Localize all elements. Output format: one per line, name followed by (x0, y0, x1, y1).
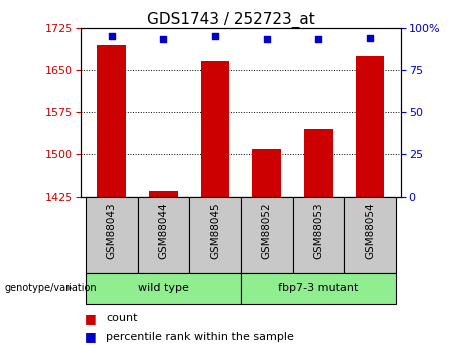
Text: GSM88045: GSM88045 (210, 203, 220, 259)
Text: GSM88054: GSM88054 (365, 203, 375, 259)
Text: GSM88044: GSM88044 (159, 203, 168, 259)
Text: percentile rank within the sample: percentile rank within the sample (106, 332, 294, 342)
Text: ■: ■ (85, 312, 101, 325)
Text: GSM88053: GSM88053 (313, 203, 323, 259)
Text: genotype/variation: genotype/variation (5, 283, 97, 293)
Point (160, 37, 167, 42)
Text: GSM88052: GSM88052 (262, 203, 272, 259)
Bar (189, 197, 241, 273)
Text: GDS1743 / 252723_at: GDS1743 / 252723_at (147, 12, 314, 28)
Bar (86, 197, 137, 273)
Point (366, 35, 374, 40)
Bar (304, 129, 332, 197)
Bar (253, 149, 281, 197)
Text: fbp7-3 mutant: fbp7-3 mutant (278, 283, 359, 293)
Point (108, 33, 115, 39)
Bar (149, 191, 177, 197)
Bar (344, 197, 396, 273)
Bar (356, 56, 384, 197)
Bar (86, 273, 241, 304)
Text: wild type: wild type (138, 283, 189, 293)
Bar (137, 197, 189, 273)
Bar (241, 273, 396, 304)
Bar (293, 197, 344, 273)
Text: GSM88043: GSM88043 (106, 203, 117, 259)
Text: ■: ■ (85, 330, 101, 343)
Bar (241, 197, 293, 273)
Point (211, 33, 219, 39)
Point (263, 37, 271, 42)
Point (315, 37, 322, 42)
Bar (201, 61, 229, 197)
Text: count: count (106, 313, 137, 323)
Bar (97, 45, 126, 197)
